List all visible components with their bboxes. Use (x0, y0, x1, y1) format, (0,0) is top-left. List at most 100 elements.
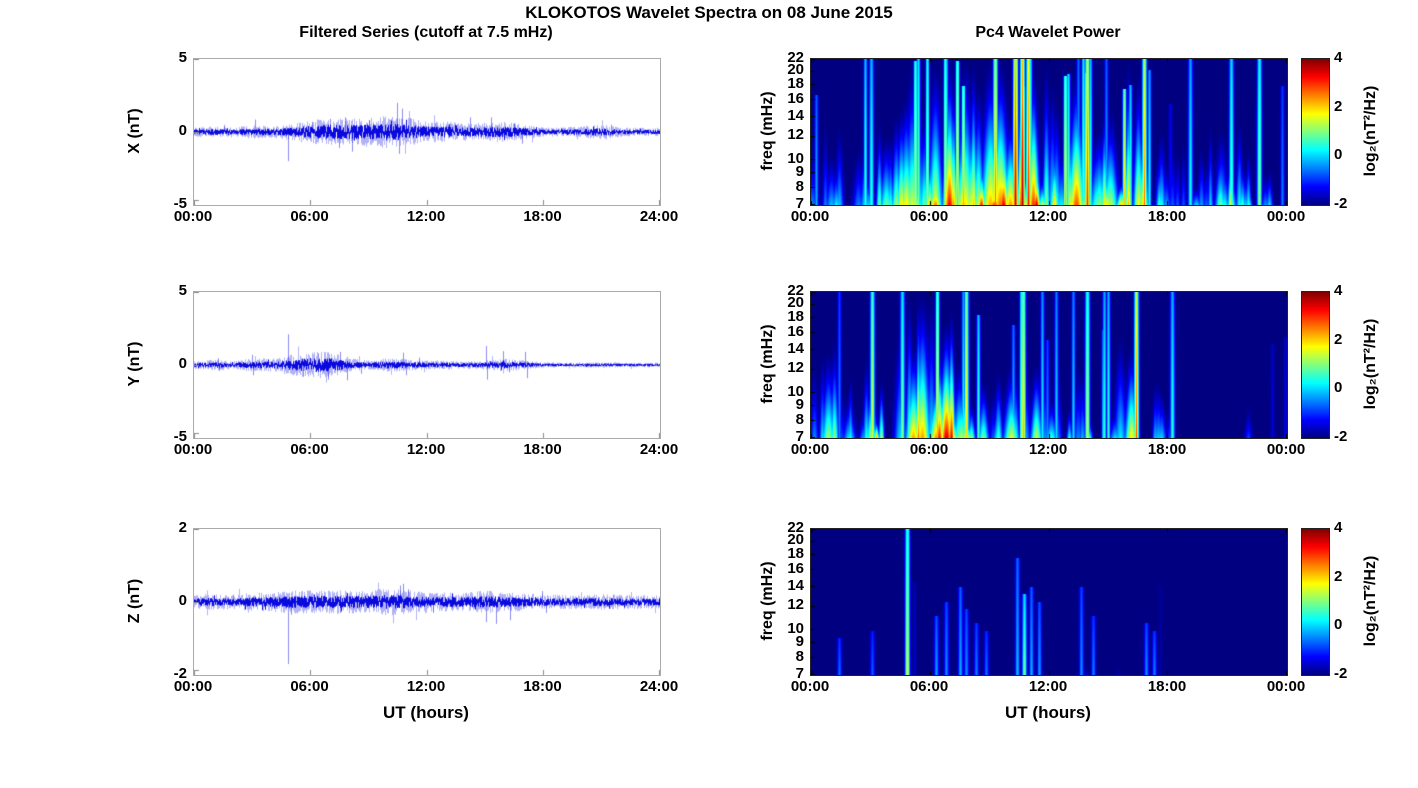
z-timeseries-canvas (194, 529, 660, 675)
freq-tick-label: 12 (787, 126, 804, 144)
freq-tick-label: 14 (787, 106, 804, 124)
x-tick-label: 24:00 (639, 678, 679, 695)
x-tick-label: 00:00 (1266, 678, 1306, 695)
colorbar-tick-label: -2 (1334, 428, 1348, 445)
z-wavelet-spectrogram (810, 528, 1288, 676)
x-tick-label: 12:00 (406, 678, 446, 695)
x-tick-label: 12:00 (406, 208, 446, 225)
x-wavelet-canvas (811, 59, 1287, 205)
freq-tick-label: 16 (787, 322, 804, 340)
x-tick-label: 18:00 (523, 208, 562, 225)
colorbar-tick-label: 2 (1334, 97, 1343, 115)
x-tick-label: 00:00 (173, 678, 213, 695)
colorbar-x-label: log₂(nT²/Hz) (1362, 85, 1379, 177)
x-tick-label: 24:00 (639, 208, 679, 225)
x-tick-label: 06:00 (290, 678, 329, 695)
x-tick-label: 12:00 (1028, 441, 1068, 458)
y-timeseries-plot (193, 291, 661, 439)
freq-tick-label: 14 (787, 576, 804, 594)
x-tick-label: 18:00 (1147, 678, 1187, 695)
x-tick-label: 00:00 (1266, 208, 1306, 225)
x-tick-label: 18:00 (523, 678, 562, 695)
colorbar-tick-label: 0 (1334, 616, 1343, 634)
freq-tick-label: 9 (795, 395, 804, 413)
right-x-axis-label: UT (hours) (1005, 703, 1091, 722)
x-timeseries-plot (193, 58, 661, 206)
y-tick-label: -5 (173, 428, 187, 445)
colorbar-y (1301, 291, 1330, 439)
colorbar-tick-label: 4 (1334, 519, 1343, 536)
y-tick-label: -5 (173, 195, 187, 212)
freq-tick-label: 9 (795, 162, 804, 180)
x-tick-label: 00:00 (790, 208, 830, 225)
y-tick-label: 5 (178, 49, 187, 66)
x-tick-label: 06:00 (290, 208, 329, 225)
freq-tick-label: 7 (795, 665, 804, 682)
x-axis-ylabel: X (nT) (126, 108, 143, 154)
x-tick-label: 00:00 (1266, 441, 1306, 458)
freq-tick-label: 16 (787, 559, 804, 577)
colorbar-tick-label: 2 (1334, 567, 1343, 585)
x-tick-label: 18:00 (523, 441, 562, 458)
y-tick-label: 2 (178, 519, 187, 536)
z-timeseries-plot (193, 528, 661, 676)
figure-title: KLOKOTOS Wavelet Spectra on 08 June 2015 (525, 3, 893, 22)
x-tick-label: 06:00 (909, 441, 949, 458)
freq-tick-label: 7 (795, 195, 804, 212)
x-tick-label: 06:00 (909, 678, 949, 695)
colorbar-tick-label: -2 (1334, 665, 1348, 682)
x-tick-label: 00:00 (173, 208, 213, 225)
x-tick-label: 12:00 (1028, 208, 1068, 225)
freq-tick-label: 22 (787, 282, 804, 299)
colorbar-tick-label: -2 (1334, 195, 1348, 212)
freq-tick-label: 12 (787, 359, 804, 377)
freq-tick-label: 8 (795, 177, 804, 195)
x-tick-label: 00:00 (790, 441, 830, 458)
freq-tick-label: 10 (787, 149, 804, 167)
x-tick-label: 12:00 (1028, 678, 1068, 695)
y-wavelet-spectrogram (810, 291, 1288, 439)
y-timeseries-canvas (194, 292, 660, 438)
colorbar-tick-label: 4 (1334, 49, 1343, 66)
left-column-title: Filtered Series (cutoff at 7.5 mHz) (299, 24, 553, 41)
left-x-axis-label: UT (hours) (383, 703, 469, 722)
freq-tick-label: 16 (787, 89, 804, 107)
colorbar-z-label: log₂(nT²/Hz) (1362, 555, 1379, 647)
freq-tick-label: 18 (787, 544, 804, 562)
colorbar-tick-label: 4 (1334, 282, 1343, 299)
x-tick-label: 24:00 (639, 441, 679, 458)
x-tick-label: 00:00 (790, 678, 830, 695)
freq-tick-label: 18 (787, 307, 804, 325)
colorbar-z (1301, 528, 1330, 676)
colorbar-tick-label: 0 (1334, 146, 1343, 164)
right-column-title: Pc4 Wavelet Power (975, 24, 1121, 41)
x-tick-label: 12:00 (406, 441, 446, 458)
z-axis-ylabel: Z (nT) (126, 578, 143, 624)
y-tick-label: 0 (178, 122, 187, 139)
freq-tick-label: 7 (795, 428, 804, 445)
colorbar-tick-label: 0 (1334, 379, 1343, 397)
freq-tick-label: 12 (787, 596, 804, 614)
y-tick-label: -2 (173, 665, 187, 682)
x-timeseries-canvas (194, 59, 660, 205)
y-tick-label: 0 (178, 592, 187, 609)
y-tick-label: 0 (178, 355, 187, 372)
y-axis-ylabel: Y (nT) (126, 341, 143, 387)
y-wavelet-canvas (811, 292, 1287, 438)
freq-tick-label: 22 (787, 519, 804, 536)
x-tick-label: 18:00 (1147, 208, 1187, 225)
freq-tick-label: 20 (787, 531, 804, 549)
freq-tick-label: 22 (787, 49, 804, 66)
freq-tick-label: 20 (787, 61, 804, 79)
colorbar-x (1301, 58, 1330, 206)
freq-tick-label: 10 (787, 382, 804, 400)
freq-tick-label: 8 (795, 410, 804, 428)
x-tick-label: 00:00 (173, 441, 213, 458)
x-wavelet-spectrogram (810, 58, 1288, 206)
freq-tick-label: 10 (787, 619, 804, 637)
freq-tick-label: 8 (795, 647, 804, 665)
freq-tick-label: 14 (787, 339, 804, 357)
y-tick-label: 5 (178, 282, 187, 299)
x-tick-label: 06:00 (290, 441, 329, 458)
